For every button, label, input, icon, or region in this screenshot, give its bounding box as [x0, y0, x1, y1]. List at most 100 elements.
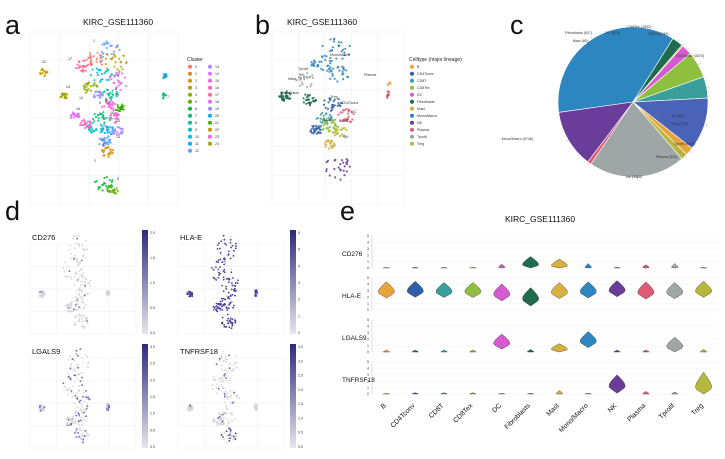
- feature-expression-point: [39, 294, 41, 297]
- feature-expression-point: [64, 275, 67, 278]
- violin-HLA-E-Tprolif: [666, 282, 683, 299]
- cluster-13-point: [116, 131, 119, 134]
- feature-expression-point: [225, 374, 228, 377]
- feature-expression-point: [222, 436, 224, 438]
- feature-expression-point: [221, 386, 224, 388]
- cluster-14-point: [77, 113, 81, 116]
- violin-HLA-E-CD8T: [435, 282, 453, 298]
- feature-expression-point: [77, 300, 80, 303]
- legend-label-celltype: CD8T: [417, 79, 427, 83]
- celltype-Fibroblasts-point: [312, 96, 315, 100]
- cluster-15-point: [108, 105, 111, 108]
- celltype-Fibroblasts-point: [280, 93, 283, 96]
- celltype-Mono/Macro-point: [316, 63, 319, 66]
- celltype-Mono/Macro-point: [337, 45, 340, 48]
- celltype-Mono/Macro-point: [341, 57, 344, 60]
- cluster-16-point: [89, 122, 92, 125]
- legend-swatch-cluster-21: [208, 120, 212, 125]
- celltype-Tprolif-point: [308, 75, 311, 78]
- cluster-12-point: [118, 48, 121, 52]
- celltype-CD8Tex-point: [322, 124, 325, 127]
- cluster-9-point: [91, 121, 94, 125]
- cluster-10-point: [96, 71, 99, 74]
- celltype-Tprolif-point: [303, 76, 306, 79]
- cluster-10-point: [101, 78, 104, 81]
- cluster-11-point: [107, 135, 110, 138]
- feature-expression-point: [225, 285, 227, 288]
- feature-expression-point: [81, 255, 84, 258]
- feature-expression-point: [225, 295, 228, 297]
- celltype-Tprolif-point: [299, 76, 302, 79]
- feature-expression-point: [69, 378, 72, 380]
- pie-label: DC (610): [605, 31, 620, 35]
- celltype-NK-point: [340, 159, 344, 162]
- feature-expression-point: [89, 284, 92, 287]
- cluster-8-point: [106, 92, 109, 95]
- colorbar-tick-label: 3.0: [150, 345, 155, 349]
- feature-expression-point: [220, 416, 223, 419]
- celltype-Mono/Macro-point: [321, 56, 324, 59]
- celltype-Fibroblasts-point: [304, 93, 307, 96]
- feature-expression-point: [218, 359, 221, 362]
- cluster-3-point: [121, 68, 124, 71]
- celltype-Fibroblasts-point: [306, 94, 310, 97]
- feature-expression-point: [230, 271, 233, 274]
- cluster-8-point: [115, 92, 118, 95]
- feature-expression-point: [254, 295, 257, 297]
- celltype-Mono/Macro-point: [321, 68, 325, 72]
- feature-expression-point: [77, 279, 80, 282]
- celltype-Plasma-point: [346, 112, 349, 115]
- legend-label-cluster: 22: [215, 128, 219, 132]
- feature-expression-point: [226, 396, 229, 398]
- feature-expression-point: [220, 434, 223, 436]
- feature-expression-point: [220, 383, 223, 386]
- feature-expression-point: [78, 401, 81, 403]
- feature-expression-point: [229, 319, 232, 322]
- feature-expression-point: [234, 361, 237, 364]
- feature-expression-point: [84, 315, 86, 318]
- feature-expression-point: [67, 359, 70, 361]
- feature-expression-point: [78, 289, 81, 291]
- feature-expression-point: [220, 303, 223, 305]
- cluster-23-point: [116, 117, 119, 120]
- cluster-22-point: [44, 72, 47, 75]
- cluster-15-point: [105, 99, 108, 102]
- cluster-0-point: [90, 63, 94, 66]
- celltype-Plasma-point: [347, 115, 350, 118]
- cluster-12-point: [110, 52, 113, 56]
- feature-expression-point: [86, 403, 89, 405]
- celltype-Plasma-point: [351, 118, 354, 121]
- feature-expression-point: [211, 419, 214, 422]
- feature-expression-point: [84, 303, 87, 306]
- celltype-Mono/Macro-point: [313, 64, 316, 67]
- feature-expression-point: [71, 385, 74, 387]
- cluster-11-point: [106, 129, 109, 132]
- celltype-Fibroblasts-point: [281, 98, 285, 101]
- celltype-Tprolif-point: [298, 84, 302, 87]
- cluster-9-point: [88, 129, 91, 132]
- feature-expression-point: [217, 307, 220, 310]
- cluster-15-point: [113, 102, 116, 106]
- cluster-10-point: [100, 72, 103, 76]
- feature-expression-point: [80, 423, 83, 426]
- legend-label-cluster: 15: [215, 79, 219, 83]
- feature-expression-point: [80, 381, 82, 383]
- cluster-12-point: [116, 44, 119, 47]
- feature-expression-point: [77, 355, 79, 357]
- legend-label-celltype: Tprolif: [417, 135, 427, 139]
- cluster-3-point: [106, 53, 109, 56]
- cluster-13-point: [121, 130, 124, 133]
- cluster-22-point: [41, 69, 44, 72]
- cluster-3-point: [109, 57, 112, 60]
- cluster-18-point: [116, 79, 120, 82]
- feature-expression-point: [76, 398, 79, 400]
- celltype-Fibroblasts-point: [313, 99, 316, 102]
- panel-d-feature-plots: CD276 2.0 1.5 1.0 0.5 0.0 HLA-E 6 5 4 3 2 1 0 LGALS9 3.…: [29, 230, 303, 449]
- celltype-Treg-point: [334, 130, 337, 133]
- feature-expression-point: [216, 310, 219, 313]
- feature-expression-point: [77, 277, 80, 280]
- legend-swatch-cluster-15: [208, 78, 212, 83]
- violin-x-tick-label: Plasma: [626, 402, 647, 423]
- celltype-Mono/Macro-point: [348, 53, 351, 56]
